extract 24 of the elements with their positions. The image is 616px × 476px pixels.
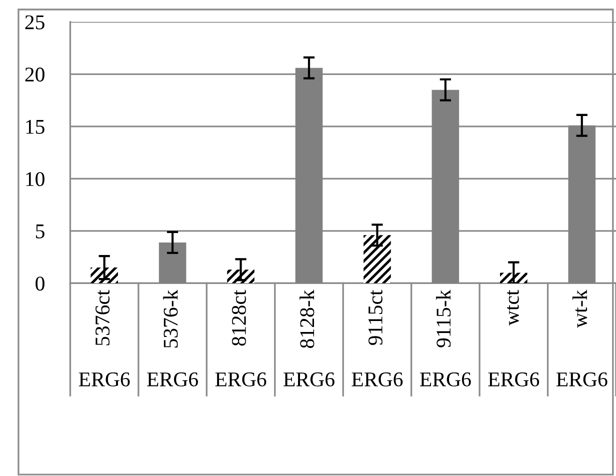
y-tick-label: 25 xyxy=(25,15,44,30)
text: ERG6 xyxy=(420,372,471,386)
x-tick-label: 5376-k xyxy=(163,290,178,348)
bar xyxy=(364,235,391,284)
x-tick-label: 8128ct xyxy=(232,290,246,346)
x-tick-label: wt-k xyxy=(572,290,588,328)
text: ERG6 xyxy=(284,372,334,386)
x-tick-label: 8128-k xyxy=(300,290,314,348)
text: ERG6 xyxy=(556,372,608,386)
text: ERG6 xyxy=(78,372,130,386)
text: ERG6 xyxy=(147,372,198,386)
text: ERG6 xyxy=(352,372,403,386)
text: ERG6 xyxy=(488,372,540,386)
y-tick-label: 15 xyxy=(26,120,44,134)
y-tick-label: 0 xyxy=(36,276,44,291)
x-tick-label: wtct xyxy=(506,290,519,326)
x-tick-label: 5376ct xyxy=(96,290,110,346)
y-tick-label: 10 xyxy=(26,172,44,186)
text: ERG6 xyxy=(215,372,266,386)
x-tick-label: 9115-k xyxy=(436,290,451,348)
y-tick-label: 5 xyxy=(36,224,44,238)
y-tick-label: 20 xyxy=(25,68,44,82)
x-tick-label: 9115ct xyxy=(368,290,382,346)
bar xyxy=(90,268,118,284)
